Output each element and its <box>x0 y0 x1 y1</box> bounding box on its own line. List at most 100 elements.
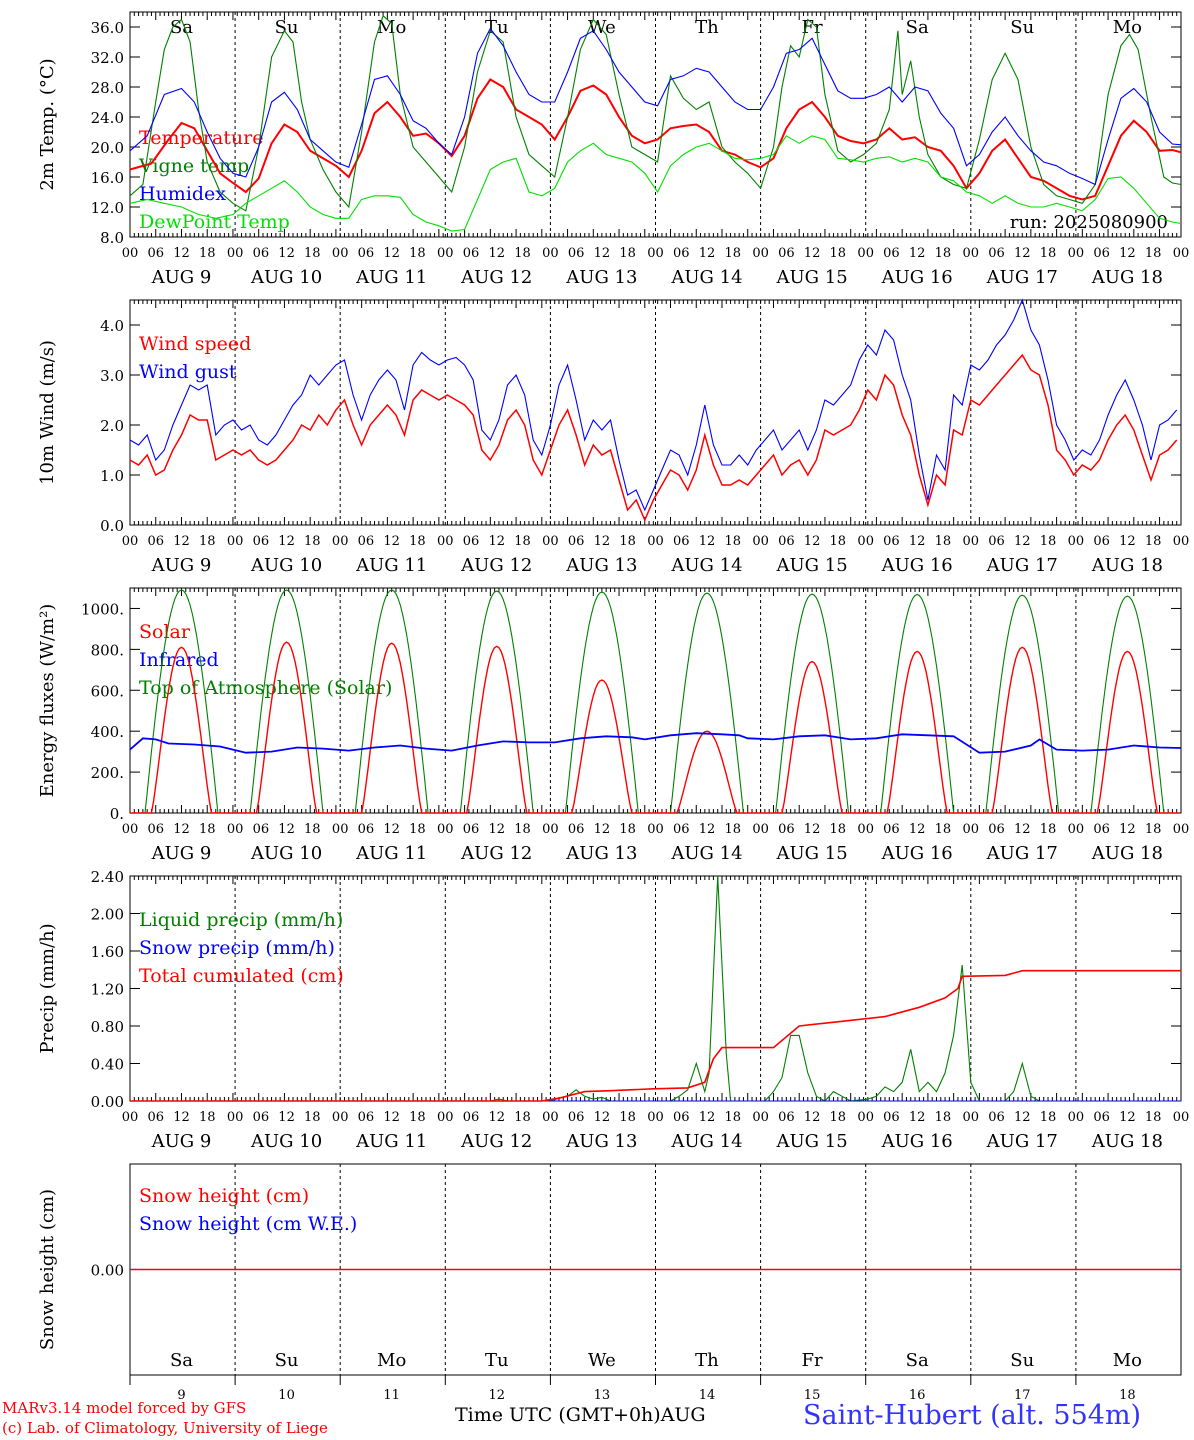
day-number-label: 15 <box>804 1388 821 1403</box>
x-hour-label: 12 <box>278 534 295 549</box>
x-hour-label: 00 <box>542 822 559 837</box>
x-hour-label: 12 <box>1014 1110 1031 1125</box>
x-date-label: AUG 12 <box>460 267 532 288</box>
x-date-label: AUG 10 <box>250 555 322 576</box>
x-hour-label: 18 <box>935 246 952 261</box>
y-tick-label: 2.0 <box>100 417 124 435</box>
x-date-label: AUG 15 <box>775 1131 847 1152</box>
day-number-label: 12 <box>489 1388 506 1403</box>
x-hour-label: 18 <box>619 1110 636 1125</box>
x-hour-label: 06 <box>463 534 480 549</box>
x-hour-label: 00 <box>1068 246 1085 261</box>
x-hour-label: 00 <box>857 534 874 549</box>
x-hour-label: 06 <box>147 1110 164 1125</box>
x-hour-label: 00 <box>1173 1110 1190 1125</box>
x-hour-label: 06 <box>1093 1110 1110 1125</box>
x-hour-label: 06 <box>673 1110 690 1125</box>
panel-frame-temp <box>129 11 1182 238</box>
y-tick-label: 200. <box>91 764 124 782</box>
x-hour-label: 06 <box>358 1110 375 1125</box>
x-date-label: AUG 17 <box>986 843 1058 864</box>
x-hour-label: 12 <box>489 246 506 261</box>
x-date-label: AUG 9 <box>151 555 212 576</box>
x-date-label: AUG 17 <box>986 555 1058 576</box>
x-hour-label: 06 <box>147 534 164 549</box>
x-hour-label: 18 <box>514 246 531 261</box>
x-hour-label: 00 <box>647 246 664 261</box>
x-hour-label: 00 <box>227 822 244 837</box>
x-hour-label: 00 <box>227 534 244 549</box>
x-hour-label: 00 <box>963 822 980 837</box>
legend-label: DewPoint Temp <box>139 211 290 233</box>
y-tick-label: 32.0 <box>91 49 124 67</box>
series-line-dewpoint-temp <box>129 135 1182 232</box>
weekday-label: We <box>588 17 616 38</box>
x-hour-label: 12 <box>804 1110 821 1125</box>
x-hour-label: 06 <box>147 822 164 837</box>
x-hour-label: 00 <box>122 534 139 549</box>
x-date-label: AUG 11 <box>355 843 427 864</box>
x-hour-label: 12 <box>909 1110 926 1125</box>
x-hour-label: 18 <box>619 246 636 261</box>
x-hour-label: 06 <box>883 534 900 549</box>
x-hour-label: 06 <box>463 1110 480 1125</box>
x-hour-label: 18 <box>724 246 741 261</box>
y-tick-label: 1.20 <box>91 981 124 999</box>
x-hour-label: 00 <box>1068 1110 1085 1125</box>
x-hour-label: 06 <box>358 822 375 837</box>
x-hour-label: 06 <box>253 246 270 261</box>
series-line-top-of-atmosphere <box>130 589 1179 814</box>
x-date-label: AUG 16 <box>881 1131 953 1152</box>
x-hour-label: 12 <box>1119 1110 1136 1125</box>
weekday-label: Tu <box>485 1350 509 1371</box>
x-hour-label: 06 <box>253 822 270 837</box>
weekday-label: Mo <box>377 1350 406 1371</box>
x-hour-label: 12 <box>278 1110 295 1125</box>
x-hour-label: 18 <box>1145 1110 1162 1125</box>
x-hour-label: 18 <box>1145 246 1162 261</box>
x-date-label: AUG 10 <box>250 1131 322 1152</box>
site-title: Saint-Hubert (alt. 554m) <box>803 1400 1142 1431</box>
weekday-label: Th <box>695 1350 719 1371</box>
x-hour-label: 06 <box>1093 822 1110 837</box>
x-hour-label: 18 <box>409 822 426 837</box>
x-hour-label: 18 <box>409 246 426 261</box>
x-hour-label: 12 <box>804 534 821 549</box>
x-hour-label: 12 <box>699 1110 716 1125</box>
x-hour-label: 00 <box>437 246 454 261</box>
x-axis-month: AUG <box>660 1404 706 1426</box>
series-line-total-cumulated-cm- <box>130 969 1181 1102</box>
model-label: MARv3.14 model forced by GFS <box>2 1399 247 1417</box>
y-tick-label: 28.0 <box>91 79 124 97</box>
x-hour-label: 06 <box>778 246 795 261</box>
x-hour-label: 00 <box>122 246 139 261</box>
x-hour-label: 12 <box>909 534 926 549</box>
x-date-label: AUG 16 <box>881 555 953 576</box>
weekday-label: Su <box>1010 1350 1034 1371</box>
x-hour-label: 18 <box>935 1110 952 1125</box>
x-hour-label: 06 <box>778 1110 795 1125</box>
x-axis-title: Time UTC (GMT+0h)AUG <box>455 1404 706 1426</box>
y-tick-label: 2.00 <box>91 906 124 924</box>
x-hour-label: 12 <box>699 534 716 549</box>
x-hour-label: 06 <box>673 534 690 549</box>
x-date-label: AUG 14 <box>670 555 742 576</box>
x-date-label: AUG 18 <box>1091 555 1163 576</box>
x-date-label: AUG 16 <box>881 267 953 288</box>
x-date-label: AUG 18 <box>1091 843 1163 864</box>
x-hour-label: 18 <box>304 822 321 837</box>
legend-label: Snow height (cm) <box>139 1185 309 1207</box>
x-hour-label: 00 <box>542 1110 559 1125</box>
x-hour-label: 12 <box>909 822 926 837</box>
x-date-label: AUG 9 <box>151 843 212 864</box>
x-hour-label: 12 <box>1014 534 1031 549</box>
day-number-label: 14 <box>699 1388 716 1403</box>
x-date-label: AUG 13 <box>565 1131 637 1152</box>
x-hour-label: 12 <box>594 246 611 261</box>
weekday-label: Su <box>1010 17 1034 38</box>
x-hour-label: 00 <box>647 1110 664 1125</box>
day-number-label: 17 <box>1014 1388 1031 1403</box>
x-date-label: AUG 9 <box>151 1131 212 1152</box>
x-hour-label: 12 <box>1119 246 1136 261</box>
y-tick-label: 0. <box>110 805 124 823</box>
